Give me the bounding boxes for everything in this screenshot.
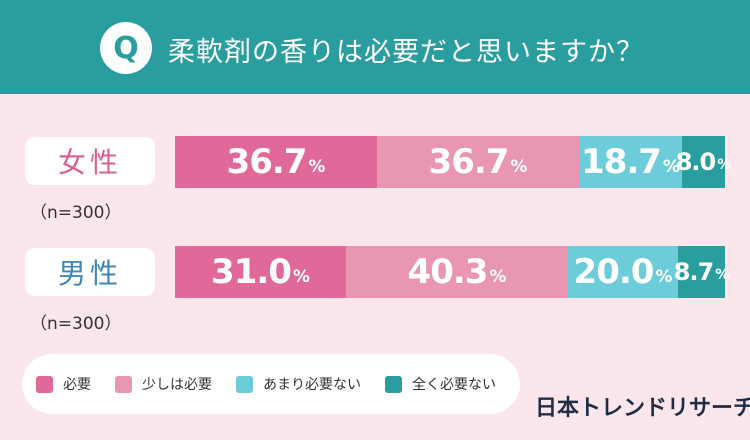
- bar-value-label: 18.7: [581, 142, 662, 182]
- bar-value-label: 31.0: [211, 252, 292, 292]
- legend-label: 必要: [63, 377, 91, 393]
- bar-unit-label: %: [662, 157, 680, 177]
- bar-unit-label: %: [717, 157, 732, 173]
- bar-unit-label: %: [489, 267, 507, 287]
- bar-unit-label: %: [308, 157, 326, 177]
- legend-item: あまり必要ない: [236, 374, 361, 394]
- legend-swatch: [236, 375, 253, 393]
- row-label-female: 女性: [25, 137, 155, 185]
- bar-segment: 20.0%: [568, 246, 678, 298]
- bar-male: 31.0% 40.3% 20.0% 8.7%: [175, 246, 729, 298]
- bar-segment: 8.7%: [674, 246, 729, 298]
- row-n-male: （n=300）: [30, 314, 122, 334]
- legend-item: 少しは必要: [115, 374, 212, 394]
- bar-value-label: 36.7: [428, 142, 510, 182]
- bar-female: 36.7% 36.7% 18.7% 8.0%: [175, 136, 731, 188]
- legend-item: 全く必要ない: [385, 374, 496, 394]
- bar-value-label: 8.0: [675, 148, 717, 176]
- bar-unit-label: %: [715, 267, 730, 283]
- bar-segment: 31.0%: [175, 246, 346, 298]
- row-label-male: 男性: [25, 248, 155, 296]
- q-badge-icon: Q: [100, 22, 152, 74]
- question-text: 柔軟剤の香りは必要だと思いますか？: [168, 37, 644, 68]
- bar-unit-label: %: [292, 267, 310, 287]
- bar-segment: 36.7%: [377, 136, 579, 188]
- bar-value-label: 20.0: [573, 252, 655, 292]
- bar-value-label: 8.7: [673, 258, 715, 286]
- bar-segment: 18.7%: [579, 136, 682, 188]
- bar-unit-label: %: [510, 157, 528, 177]
- bar-segment: 8.0%: [676, 136, 731, 188]
- legend-item: 必要: [36, 374, 91, 394]
- row-n-female: （n=300）: [30, 203, 122, 223]
- legend-swatch: [385, 375, 402, 393]
- legend-label: あまり必要ない: [263, 377, 361, 393]
- bar-unit-label: %: [655, 267, 673, 287]
- bar-segment: 36.7%: [175, 136, 377, 188]
- legend: 必要 少しは必要 あまり必要ない 全く必要ない: [22, 354, 520, 414]
- legend-swatch: [36, 375, 53, 393]
- bar-value-label: 36.7: [226, 142, 308, 182]
- brand-logo: 日本トレンドリサーチ: [535, 396, 750, 421]
- legend-swatch: [115, 375, 132, 393]
- bar-segment: 40.3%: [346, 246, 568, 298]
- question-header: Q 柔軟剤の香りは必要だと思いますか？: [0, 0, 750, 94]
- legend-label: 少しは必要: [142, 377, 212, 393]
- bar-value-label: 40.3: [407, 252, 489, 292]
- legend-label: 全く必要ない: [412, 377, 496, 393]
